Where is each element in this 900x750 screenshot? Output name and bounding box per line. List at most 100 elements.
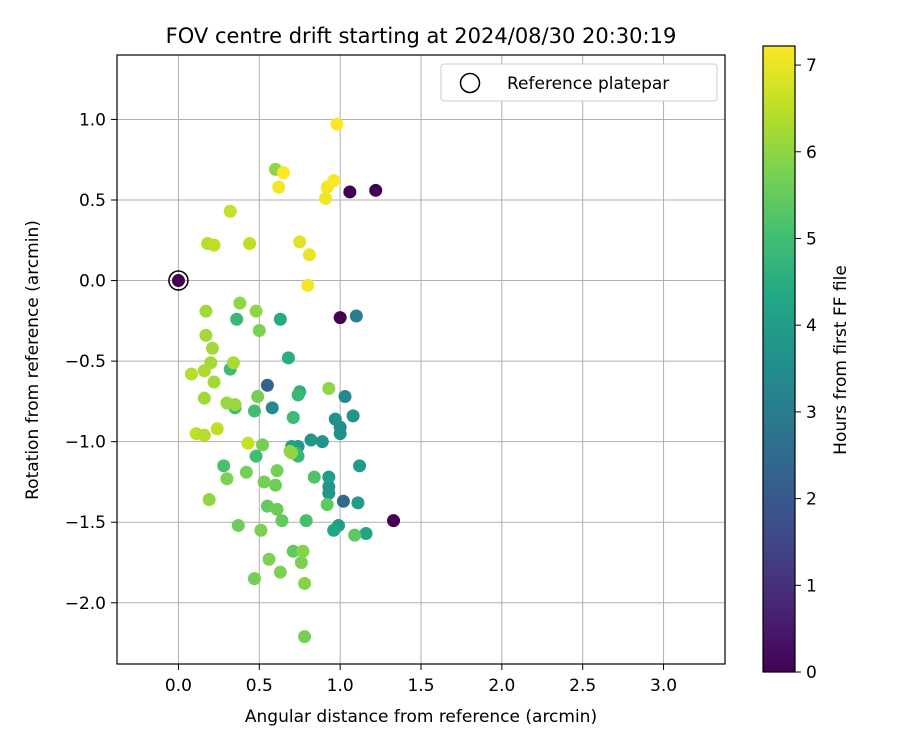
y-tick-label: 0.0	[79, 272, 106, 292]
data-point	[320, 498, 334, 511]
x-tick-label: 0.5	[246, 676, 273, 696]
data-point	[197, 364, 211, 378]
data-point	[270, 502, 284, 516]
colorbar-gradient	[762, 45, 796, 673]
colorbar-ticks: 0 1 2 3 4 5 6 7	[795, 56, 817, 683]
data-point	[257, 475, 271, 489]
data-point	[327, 174, 341, 188]
data-point	[359, 527, 373, 540]
data-point	[171, 274, 185, 288]
data-point	[338, 390, 352, 404]
data-point	[277, 166, 291, 180]
data-point	[304, 433, 318, 447]
data-point	[268, 478, 282, 492]
data-point	[247, 404, 261, 418]
colorbar-tick-label: 2	[806, 490, 817, 510]
chart-title: FOV centre drift starting at 2024/08/30 …	[166, 24, 677, 48]
data-point	[348, 528, 362, 542]
data-point	[349, 309, 363, 323]
data-point	[265, 401, 279, 415]
colorbar-tick-label: 3	[806, 403, 817, 423]
data-point	[273, 565, 287, 579]
data-point	[241, 436, 255, 450]
x-tick-label: 2.5	[569, 676, 596, 696]
data-point	[249, 304, 263, 318]
data-point	[254, 523, 268, 537]
data-point	[230, 312, 244, 326]
data-point	[207, 238, 221, 252]
colorbar: 0 1 2 3 4 5 6 7 Hours from first FF file	[762, 45, 851, 683]
data-point	[387, 514, 401, 528]
data-point	[285, 446, 299, 460]
data-point	[330, 117, 344, 131]
data-point	[343, 185, 357, 199]
data-point	[220, 472, 234, 486]
data-point	[275, 514, 289, 528]
data-point	[247, 572, 261, 586]
data-point	[328, 412, 342, 426]
data-point	[272, 180, 286, 194]
data-point	[252, 324, 266, 337]
colorbar-tick-label: 5	[806, 229, 817, 249]
data-point	[322, 382, 336, 395]
x-tick-label: 3.0	[650, 676, 677, 696]
data-point	[239, 465, 253, 479]
colorbar-tick-label: 1	[806, 576, 817, 596]
legend-label: Reference platepar	[507, 74, 669, 94]
data-point	[249, 449, 263, 463]
data-point	[293, 235, 307, 249]
data-point	[336, 494, 350, 508]
data-point	[199, 328, 213, 342]
data-point	[286, 411, 300, 424]
data-point	[184, 367, 198, 381]
data-point	[233, 296, 247, 310]
x-axis-ticks: 0.0 0.5 1.0 1.5 2.0 2.5 3.0	[165, 664, 677, 696]
data-point	[260, 378, 274, 392]
y-axis-ticks: 1.0 0.5 0.0 −0.5 −1.0 −1.5 −2.0	[65, 110, 117, 614]
colorbar-tick-label: 4	[806, 316, 817, 336]
data-point	[205, 341, 219, 355]
data-point	[346, 409, 360, 423]
colorbar-label: Hours from first FF file	[831, 265, 851, 455]
data-point	[217, 459, 231, 473]
y-tick-label: 0.5	[79, 191, 106, 211]
data-point	[291, 388, 305, 402]
data-point	[353, 459, 367, 473]
data-point	[210, 422, 224, 436]
legend: Reference platepar	[440, 63, 718, 102]
x-tick-label: 1.5	[407, 676, 434, 696]
data-point	[197, 428, 211, 442]
data-point	[231, 518, 245, 532]
data-point	[273, 312, 287, 326]
data-point	[315, 435, 329, 449]
y-tick-label: −2.0	[65, 594, 106, 614]
y-tick-label: −0.5	[65, 352, 106, 372]
data-point	[294, 556, 308, 569]
legend-marker-icon	[459, 72, 481, 94]
data-point	[351, 496, 365, 510]
x-tick-label: 2.0	[488, 676, 515, 696]
data-point	[301, 278, 315, 292]
data-point	[319, 191, 333, 205]
data-point	[302, 248, 316, 262]
y-tick-label: −1.0	[65, 433, 106, 453]
data-points	[171, 117, 401, 644]
data-point	[298, 630, 312, 644]
data-point	[333, 311, 347, 325]
data-point	[226, 356, 240, 370]
data-point	[369, 183, 383, 197]
x-axis-label: Angular distance from reference (arcmin)	[245, 707, 597, 727]
data-point	[296, 544, 310, 558]
colorbar-tick-label: 0	[806, 663, 817, 683]
data-point	[228, 398, 242, 412]
data-point	[270, 464, 284, 478]
data-point	[262, 552, 276, 566]
data-point	[322, 470, 336, 484]
data-point	[197, 391, 211, 405]
colorbar-tick-label: 7	[806, 56, 817, 76]
data-point	[251, 390, 265, 404]
data-point	[322, 486, 336, 500]
data-point	[202, 493, 216, 507]
data-point	[286, 544, 300, 558]
